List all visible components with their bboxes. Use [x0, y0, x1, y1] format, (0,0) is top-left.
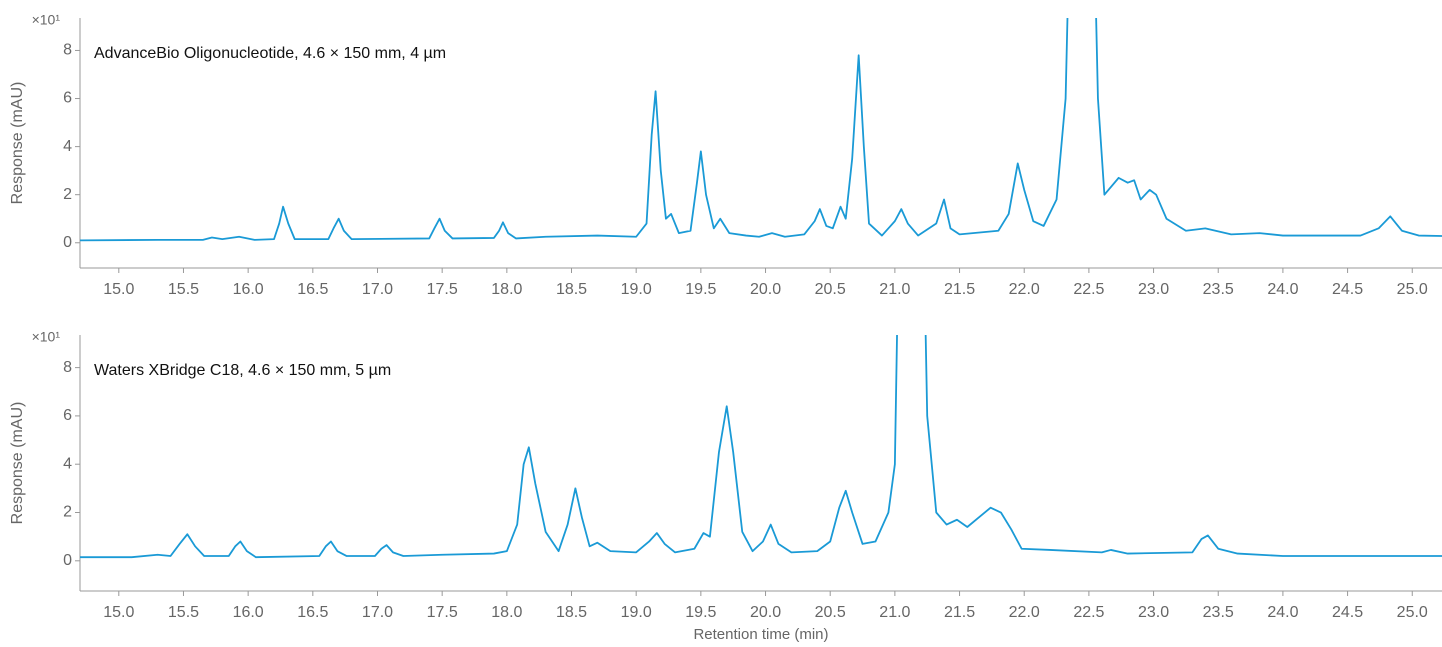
y-tick-label: 6	[63, 407, 72, 424]
x-tick-label: 21.5	[944, 281, 975, 298]
y-tick-label: 0	[63, 552, 72, 569]
y-tick-label: 8	[63, 42, 72, 59]
y-axis-label: Response (mAU)	[9, 82, 26, 205]
x-tick-label: 23.5	[1203, 281, 1234, 298]
x-tick-label: 15.5	[168, 604, 199, 621]
x-tick-label: 23.5	[1203, 604, 1234, 621]
x-tick-label: 21.5	[944, 604, 975, 621]
chromatogram-line	[80, 335, 1442, 559]
x-tick-label: 22.5	[1073, 604, 1104, 621]
x-tick-label: 18.5	[556, 281, 587, 298]
x-tick-label: 15.0	[103, 281, 134, 298]
y-tick-label: 6	[63, 90, 72, 107]
y-axis-label: Response (mAU)	[9, 402, 26, 525]
y-tick-label: 2	[63, 186, 72, 203]
x-tick-label: 22.0	[1009, 604, 1040, 621]
x-tick-label: 15.0	[103, 604, 134, 621]
x-tick-label: 20.5	[815, 604, 846, 621]
x-tick-label: 24.0	[1267, 281, 1298, 298]
x-tick-label: 23.0	[1138, 604, 1169, 621]
y-tick-label: 2	[63, 504, 72, 521]
chromatogram-line	[80, 18, 1442, 242]
x-tick-label: 19.0	[621, 281, 652, 298]
x-tick-label: 19.5	[685, 281, 716, 298]
x-tick-label: 24.5	[1332, 604, 1363, 621]
x-axis-label: Retention time (min)	[693, 626, 828, 643]
x-tick-label: 16.0	[233, 281, 264, 298]
x-tick-label: 25.0	[1397, 604, 1428, 621]
y-tick-label: 4	[63, 138, 72, 155]
x-tick-label: 24.0	[1267, 604, 1298, 621]
x-tick-label: 17.0	[362, 604, 393, 621]
x-tick-label: 16.0	[233, 604, 264, 621]
x-tick-label: 16.5	[297, 281, 328, 298]
annotation: AdvanceBio Oligonucleotide, 4.6 × 150 mm…	[94, 45, 446, 62]
x-tick-label: 19.5	[685, 604, 716, 621]
x-tick-label: 20.0	[750, 604, 781, 621]
x-tick-label: 15.5	[168, 281, 199, 298]
x-tick-label: 19.0	[621, 604, 652, 621]
x-tick-label: 20.5	[815, 281, 846, 298]
annotation: Waters XBridge C18, 4.6 × 150 mm, 5 µm	[94, 362, 391, 379]
x-tick-label: 21.0	[879, 281, 910, 298]
x-tick-label: 17.5	[427, 281, 458, 298]
x-tick-label: 22.0	[1009, 281, 1040, 298]
x-tick-label: 17.0	[362, 281, 393, 298]
x-tick-label: 21.0	[879, 604, 910, 621]
y-multiplier: ×10¹	[32, 12, 61, 28]
x-tick-label: 23.0	[1138, 281, 1169, 298]
y-tick-label: 4	[63, 455, 72, 472]
x-tick-label: 24.5	[1332, 281, 1363, 298]
x-tick-label: 18.0	[491, 281, 522, 298]
y-multiplier: ×10¹	[32, 329, 61, 345]
x-tick-label: 17.5	[427, 604, 458, 621]
y-tick-label: 0	[63, 234, 72, 251]
x-tick-label: 18.0	[491, 604, 522, 621]
x-tick-label: 22.5	[1073, 281, 1104, 298]
y-tick-label: 8	[63, 359, 72, 376]
x-tick-label: 16.5	[297, 604, 328, 621]
x-tick-label: 25.0	[1397, 281, 1428, 298]
x-tick-label: 20.0	[750, 281, 781, 298]
x-tick-label: 18.5	[556, 604, 587, 621]
